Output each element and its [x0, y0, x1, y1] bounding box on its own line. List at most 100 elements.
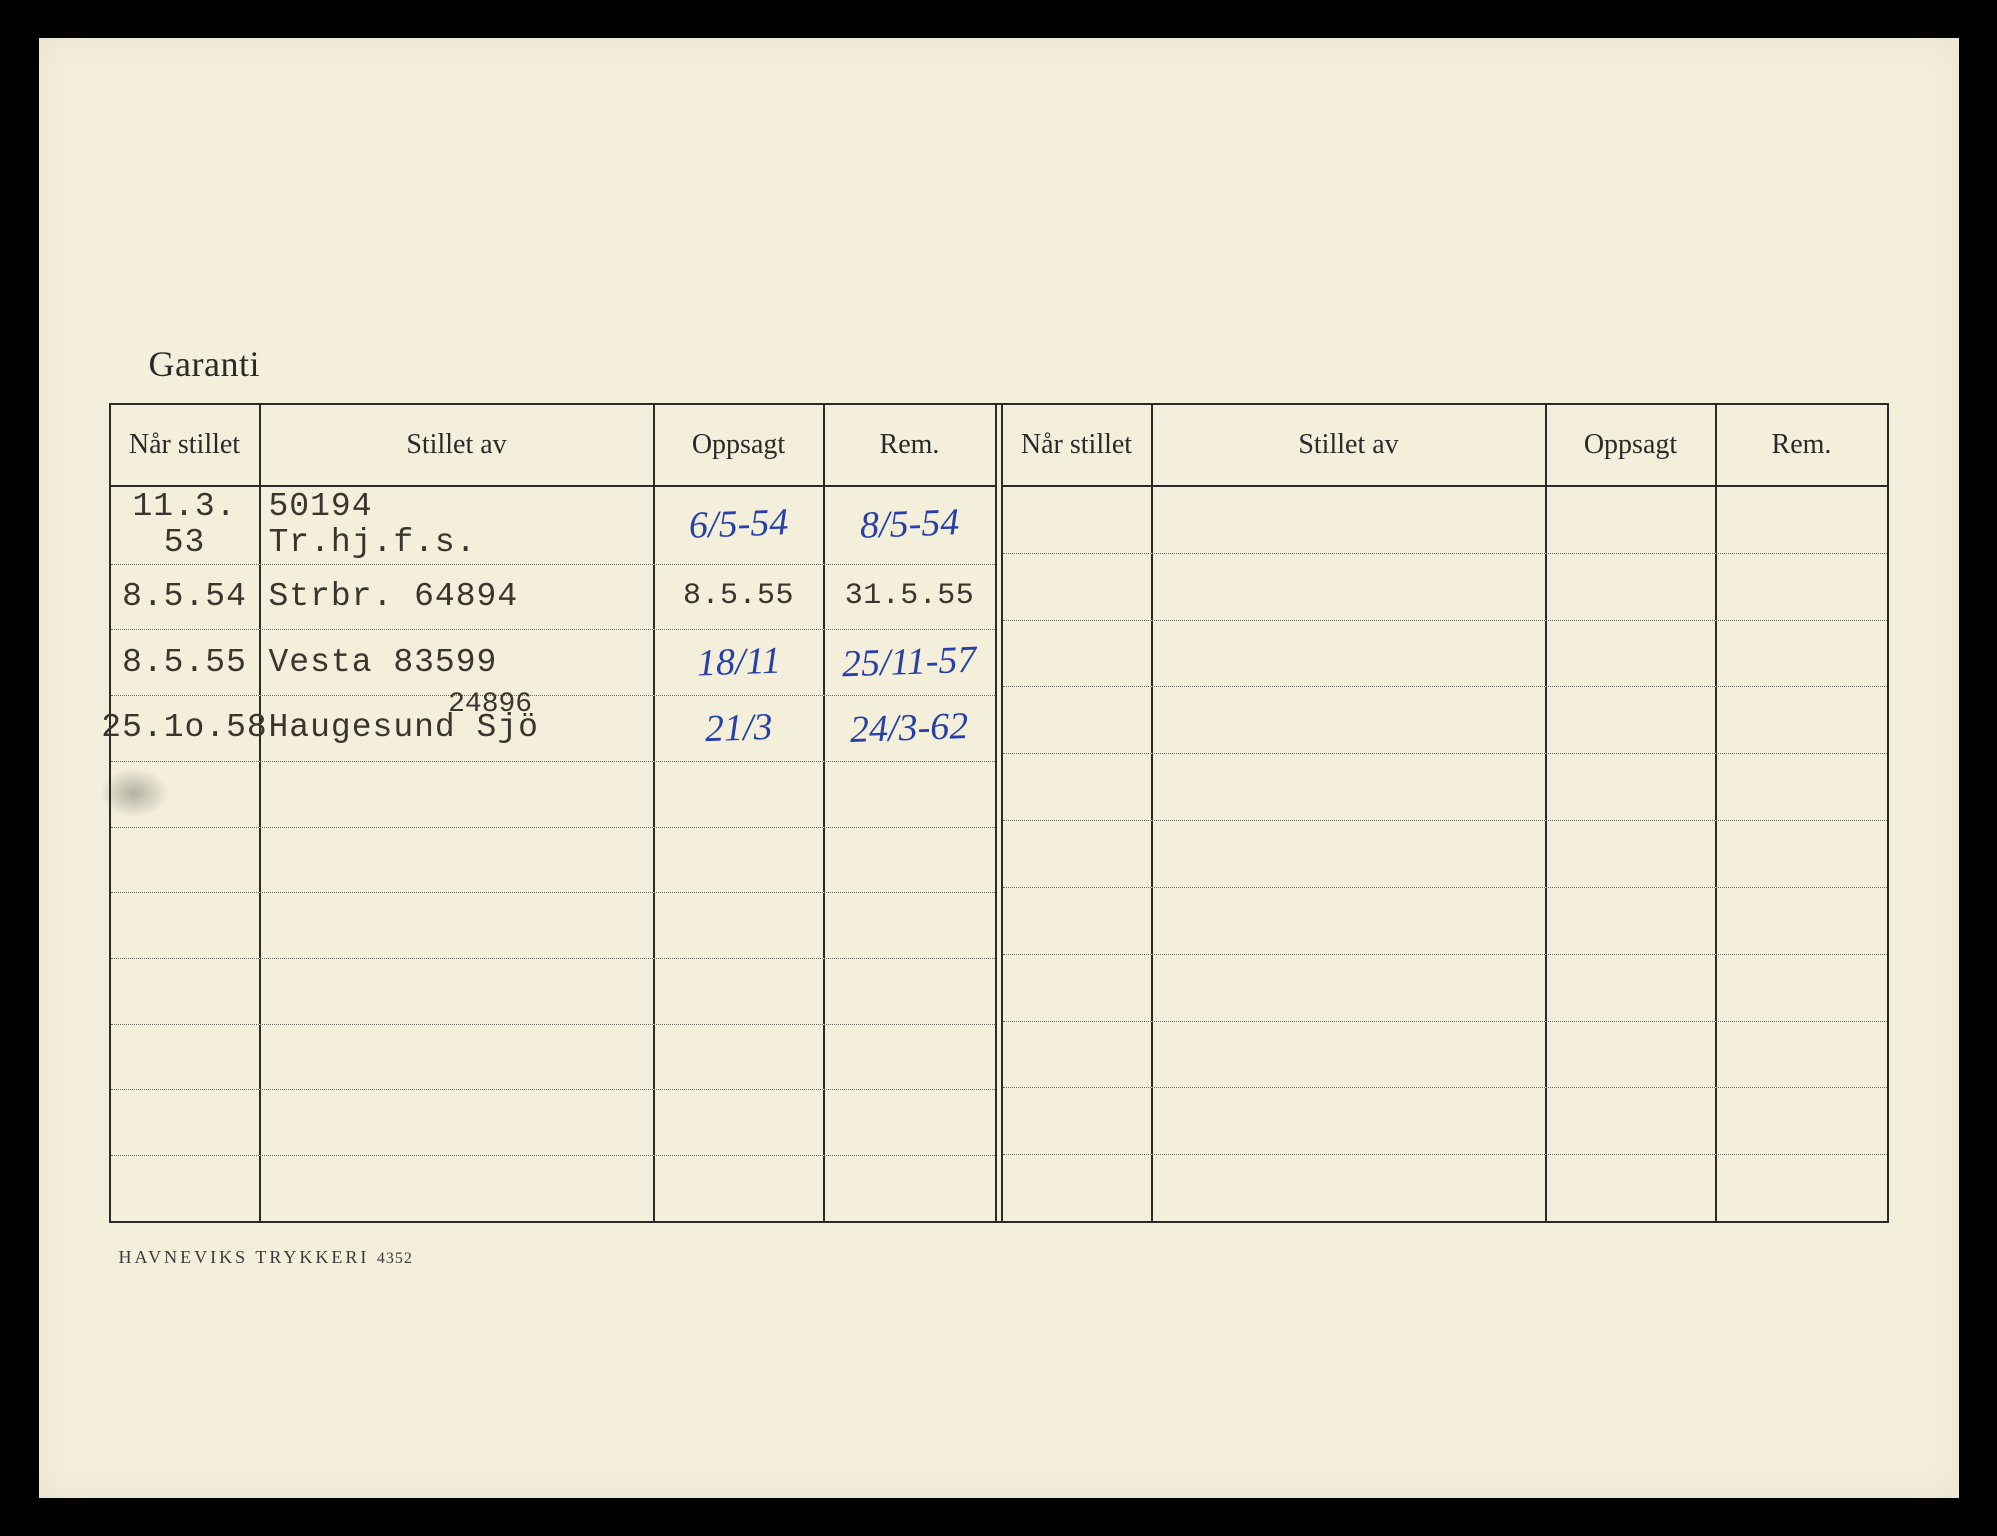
cell-stilt [1153, 955, 1547, 1021]
cell-nar [111, 828, 261, 893]
cell-value: 21/3 [704, 706, 773, 750]
cell-value: 8.5.55 [683, 580, 794, 613]
cell-opp [1547, 621, 1717, 687]
cell-rem [1717, 888, 1887, 954]
table-row [1003, 821, 1887, 888]
table-row [1003, 888, 1887, 955]
cell-opp: 18/11 [655, 630, 825, 695]
col-header-stilt: Stillet av [261, 405, 655, 485]
cell-superscript: 24896 [448, 690, 532, 721]
cell-stilt [261, 762, 655, 827]
cell-stilt [261, 1090, 655, 1155]
cell-nar: 8.5.55 [111, 630, 261, 695]
cell-nar [111, 1156, 261, 1221]
cell-rem [1717, 487, 1887, 553]
cell-stilt [1153, 821, 1547, 887]
cell-opp [1547, 1022, 1717, 1088]
header-row-right: Når stillet Stillet av Oppsagt Rem. [1003, 405, 1887, 487]
col-header-opp: Oppsagt [655, 405, 825, 485]
cell-rem [1717, 1088, 1887, 1154]
cell-rem [825, 1025, 995, 1090]
page-title: Garanti [149, 343, 260, 385]
cell-nar [111, 1090, 261, 1155]
cell-stilt [1153, 554, 1547, 620]
cell-nar [1003, 621, 1153, 687]
header-row-left: Når stillet Stillet av Oppsagt Rem. [111, 405, 995, 487]
cell-stilt [1153, 754, 1547, 820]
cell-stilt [1153, 621, 1547, 687]
table-row [111, 959, 995, 1025]
cell-nar: 25.1o.58 [111, 696, 261, 761]
cell-nar [111, 959, 261, 1024]
cell-nar [1003, 487, 1153, 553]
cell-value: 25.1o.58 [101, 710, 267, 746]
col-header-nar: Når stillet [1003, 405, 1153, 485]
cell-opp [655, 1025, 825, 1090]
col-header-opp: Oppsagt [1547, 405, 1717, 485]
cell-nar [1003, 1155, 1153, 1221]
cell-stilt [261, 1025, 655, 1090]
cell-value: 8.5.54 [122, 579, 247, 615]
table-row [1003, 554, 1887, 621]
table-row: 8.5.54Strbr. 648948.5.5531.5.55 [111, 565, 995, 631]
cell-rem: 8/5-54 [825, 487, 995, 564]
table-row [1003, 487, 1887, 554]
table-row [1003, 955, 1887, 1022]
printer-footer: HAVNEVIKS TRYKKERI 4352 [109, 1247, 1889, 1268]
table-row [111, 1025, 995, 1091]
cell-opp [655, 959, 825, 1024]
cell-rem: 25/11-57 [825, 630, 995, 695]
cell-nar [1003, 1088, 1153, 1154]
cell-rem: 31.5.55 [825, 565, 995, 630]
cell-rem [825, 762, 995, 827]
table-row: 25.1o.58Haugesund Sjö24896 21/3 24/3-62 [111, 696, 995, 762]
cell-value: 24/3-62 [850, 705, 970, 751]
cell-value: 18/11 [696, 640, 781, 685]
cell-rem [1717, 621, 1887, 687]
garanti-table: Når stillet Stillet av Oppsagt Rem. 11.3… [109, 403, 1889, 1223]
cell-rem [1717, 554, 1887, 620]
cell-opp [1547, 888, 1717, 954]
table-row [1003, 621, 1887, 688]
cell-stilt [261, 959, 655, 1024]
cell-value: 8.5.55 [122, 645, 247, 681]
cell-stilt [261, 1156, 655, 1221]
cell-opp [655, 762, 825, 827]
cell-opp [655, 828, 825, 893]
cell-nar [1003, 554, 1153, 620]
cell-opp [655, 1156, 825, 1221]
cell-value: 25/11-57 [842, 639, 978, 685]
col-header-rem: Rem. [1717, 405, 1887, 485]
cell-rem: 24/3-62 [825, 696, 995, 761]
cell-opp: 8.5.55 [655, 565, 825, 630]
cell-nar [1003, 754, 1153, 820]
cell-stilt [1153, 888, 1547, 954]
printer-name: HAVNEVIKS TRYKKERI [119, 1247, 370, 1267]
cell-nar: 11.3. 53 [111, 487, 261, 564]
cell-rem [825, 1156, 995, 1221]
table-row: 11.3. 5350194 Tr.hj.f.s.6/5-548/5-54 [111, 487, 995, 565]
cell-rem [825, 959, 995, 1024]
table-row [111, 1156, 995, 1221]
cell-opp [655, 893, 825, 958]
cell-value: 50194 Tr.hj.f.s. [269, 489, 477, 562]
cell-rem [1717, 687, 1887, 753]
cell-nar [1003, 687, 1153, 753]
cell-rem [825, 1090, 995, 1155]
cell-opp [1547, 687, 1717, 753]
cell-opp [1547, 754, 1717, 820]
col-header-stilt: Stillet av [1153, 405, 1547, 485]
table-row [111, 1090, 995, 1156]
cell-stilt: Vesta 83599 [261, 630, 655, 695]
cell-value: 8/5-54 [859, 503, 960, 548]
cell-nar [1003, 955, 1153, 1021]
table-row [111, 828, 995, 894]
cell-stilt [1153, 1022, 1547, 1088]
cell-nar: 8.5.54 [111, 565, 261, 630]
table-row [1003, 754, 1887, 821]
cell-nar [1003, 1022, 1153, 1088]
cell-stilt: Haugesund Sjö24896 [261, 696, 655, 761]
cell-rem [825, 828, 995, 893]
cell-value: Vesta 83599 [269, 645, 498, 681]
cell-stilt [1153, 1155, 1547, 1221]
